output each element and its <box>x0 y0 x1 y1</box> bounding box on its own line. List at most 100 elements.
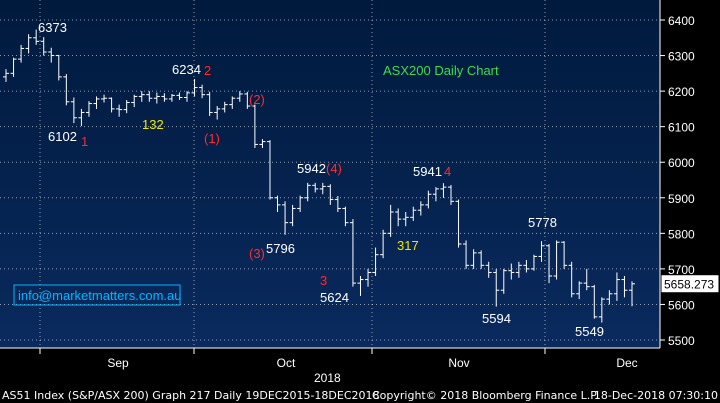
month-label: Dec <box>616 356 637 370</box>
footer-timestamp: 18-Dec-2018 07:30:10 <box>594 389 718 402</box>
y-tick-label: 5600 <box>668 298 695 312</box>
annotation-label: (4) <box>326 161 342 176</box>
y-tick-label: 6100 <box>668 121 695 135</box>
ohlc-bar <box>153 92 160 104</box>
ohlc-bar <box>199 84 206 99</box>
ohlc-bar <box>538 241 545 262</box>
annotation-label: 5549 <box>575 324 604 339</box>
ohlc-bar <box>214 106 221 120</box>
ohlc-bar <box>470 249 477 269</box>
ohlc-bar <box>184 91 191 102</box>
ohlc-bar <box>523 260 530 273</box>
ohlc-bar <box>304 182 311 202</box>
ohlc-bar <box>3 69 9 82</box>
ohlc-bar <box>357 276 364 296</box>
annotation-label: (1) <box>204 131 220 146</box>
y-tick-label: 5900 <box>668 192 695 206</box>
contact-box <box>13 284 181 306</box>
ohlc-bar <box>334 196 341 212</box>
y-tick-label: 6200 <box>668 85 695 99</box>
ohlc-bar <box>33 29 40 45</box>
ohlc-bar <box>138 91 145 102</box>
ohlc-bar <box>319 182 326 195</box>
month-label: Oct <box>277 356 296 370</box>
ohlc-bar <box>546 244 553 284</box>
ohlc-bar <box>621 276 628 298</box>
ohlc-bar <box>365 268 372 287</box>
ohlc-bar <box>576 281 583 300</box>
ohlc-bar <box>613 272 620 301</box>
ohlc-bar <box>342 206 349 227</box>
ohlc-bar <box>508 263 515 280</box>
ohlc-bar <box>440 183 447 198</box>
y-tick-label: 6300 <box>668 50 695 64</box>
footer-copyright: Copyright© 2018 Bloomberg Finance L.P. <box>372 389 599 402</box>
ohlc-bar <box>40 37 47 56</box>
ohlc-bar <box>85 101 92 117</box>
annotation-label: 5778 <box>528 215 557 230</box>
last-price-label: 5658.273 <box>664 278 714 292</box>
ohlc-bar <box>146 91 153 102</box>
ohlc-bar <box>289 204 296 227</box>
annotation-label: (2) <box>249 92 265 107</box>
ohlc-bar <box>455 199 462 248</box>
ohlc-bar <box>485 261 492 278</box>
annotation-label: 5796 <box>266 241 295 256</box>
ohlc-bar <box>18 44 25 63</box>
ohlc-bar <box>297 195 304 212</box>
y-tick-label: 6400 <box>668 14 695 28</box>
annotation-label: 3 <box>320 273 327 288</box>
ohlc-bar <box>93 96 100 109</box>
annotation-label: 5941 <box>413 164 442 179</box>
ohlc-bar <box>229 96 236 109</box>
ohlc-bar <box>478 250 485 269</box>
ohlc-bar <box>463 240 470 269</box>
ohlc-bar <box>629 281 635 307</box>
ohlc-bar <box>101 94 108 103</box>
ohlc-bar <box>493 268 500 307</box>
ohlc-bar <box>380 229 387 259</box>
y-tick-label: 5800 <box>668 227 695 241</box>
ohlc-bar <box>116 104 123 117</box>
ohlc-bar <box>10 57 17 77</box>
annotation-label: 6234 <box>172 62 201 77</box>
ohlc-bar <box>168 93 175 102</box>
annotation-label: 5594 <box>482 311 511 326</box>
y-tick-label: 5500 <box>668 334 695 348</box>
annotation-label: 5624 <box>320 290 349 305</box>
ohlc-bar <box>447 184 454 205</box>
month-label: Nov <box>448 356 469 370</box>
ohlc-bar <box>327 184 334 205</box>
footer-left: AS51 Index (S&P/ASX 200) Graph 217 Daily… <box>2 389 380 402</box>
ohlc-bar <box>583 268 590 291</box>
ohlc-bar <box>372 247 379 276</box>
y-tick-label: 6000 <box>668 156 695 170</box>
last-price-box <box>660 274 720 294</box>
annotation-label: 4 <box>444 164 451 179</box>
ohlc-bar <box>425 190 432 209</box>
ohlc-bar <box>108 97 115 113</box>
annotation-label: 6102 <box>48 129 77 144</box>
ohlc-bar <box>606 290 613 305</box>
ohlc-bar <box>387 204 394 237</box>
month-label: Sep <box>107 356 129 370</box>
annotation-label: 317 <box>397 238 419 253</box>
ohlc-bar <box>312 182 319 193</box>
ohlc-bar <box>70 97 77 124</box>
plot-area <box>0 0 660 348</box>
ohlc-bars <box>3 29 635 323</box>
ohlc-bar <box>274 195 281 212</box>
ohlc-bar <box>432 187 439 202</box>
ohlc-bar <box>221 101 228 113</box>
footer-bar <box>0 386 720 403</box>
x-axis: Sep Oct Nov Dec <box>39 348 638 370</box>
chart-title: ASX200 Daily Chart <box>383 63 499 78</box>
ohlc-bar <box>206 91 213 116</box>
ohlc-bar <box>568 261 575 298</box>
ohlc-bar <box>78 108 85 126</box>
ohlc-bar <box>25 34 32 54</box>
ohlc-bar <box>349 219 356 287</box>
ohlc-bar <box>236 91 243 102</box>
y-axis: 5500 5600 5700 5800 5900 6000 6100 6200 6300 6400… <box>660 14 720 348</box>
